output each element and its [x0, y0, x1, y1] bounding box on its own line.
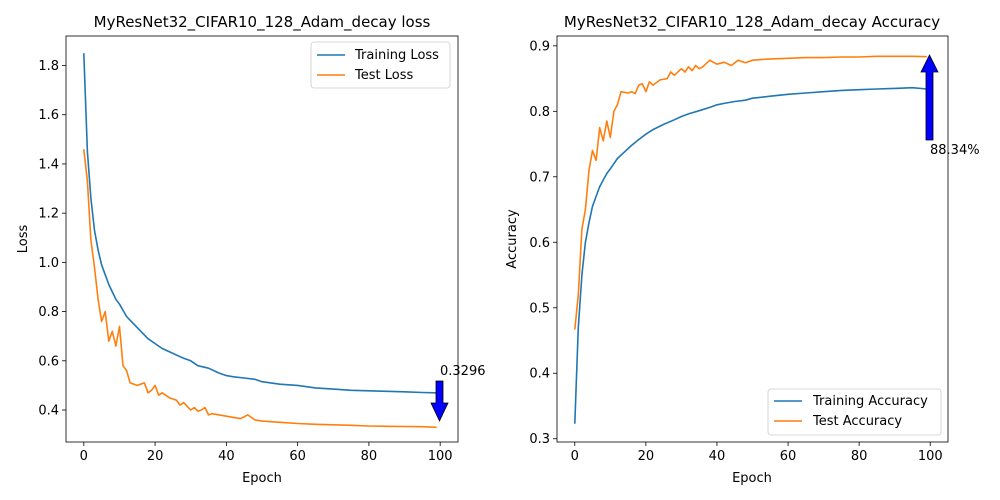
accuracy-series-lines — [574, 55, 927, 424]
accuracy-y-ticks: 0.3 0.4 0.5 0.6 0.7 0.8 0.9 — [529, 39, 557, 447]
loss-y-ticks: 0.4 0.6 0.8 1.0 1.2 1.4 1.6 1.8 — [38, 59, 66, 419]
loss-plot-title: MyResNet32_CIFAR10_128_Adam_decay loss — [94, 13, 431, 32]
accuracy-legend: Training Accuracy Test Accuracy — [767, 388, 942, 436]
loss-legend-label-test: Test Loss — [354, 68, 413, 83]
loss-x-ticks: 0 20 40 60 80 100 — [80, 442, 453, 464]
accuracy-y-tick-label: 0.9 — [529, 39, 550, 54]
loss-y-tick-label: 1.6 — [38, 108, 59, 123]
loss-y-tick-label: 0.4 — [38, 404, 59, 419]
loss-x-axis-label: Epoch — [242, 471, 282, 486]
accuracy-series-training-line — [574, 86, 927, 424]
loss-y-tick-label: 1.2 — [38, 207, 59, 222]
accuracy-y-tick-label: 0.5 — [529, 301, 550, 316]
accuracy-annotation-arrow — [920, 54, 939, 141]
accuracy-y-axis-label: Accuracy — [505, 209, 520, 269]
loss-x-tick-label: 40 — [218, 449, 235, 464]
accuracy-legend-label-training: Training Accuracy — [812, 394, 928, 409]
loss-y-tick-label: 0.8 — [38, 305, 59, 320]
loss-plot-frame — [65, 35, 459, 443]
loss-y-tick-label: 0.6 — [38, 354, 59, 369]
loss-series-training-line — [83, 53, 437, 394]
accuracy-x-tick-label: 0 — [571, 449, 579, 464]
loss-annotation-text: 0.3296 — [440, 364, 486, 379]
accuracy-annotation-text: 88.34% — [930, 143, 980, 158]
loss-annotation-arrow — [430, 380, 449, 422]
accuracy-x-tick-label: 80 — [851, 449, 868, 464]
accuracy-x-tick-label: 20 — [638, 449, 655, 464]
accuracy-y-tick-label: 0.7 — [529, 170, 550, 185]
accuracy-plot-frame — [556, 35, 949, 443]
loss-x-tick-label: 0 — [80, 449, 88, 464]
loss-x-tick-label: 100 — [428, 449, 453, 464]
accuracy-x-tick-label: 100 — [918, 449, 943, 464]
accuracy-x-tick-label: 60 — [780, 449, 797, 464]
accuracy-x-ticks: 0 20 40 60 80 100 — [571, 442, 943, 464]
accuracy-plot: MyResNet32_CIFAR10_128_Adam_decay Accura… — [505, 13, 980, 486]
loss-x-tick-label: 20 — [147, 449, 164, 464]
loss-y-tick-label: 1.4 — [38, 157, 59, 172]
loss-y-tick-label: 1.0 — [38, 256, 59, 271]
accuracy-y-tick-label: 0.4 — [529, 367, 550, 382]
accuracy-x-tick-label: 40 — [709, 449, 726, 464]
accuracy-plot-title: MyResNet32_CIFAR10_128_Adam_decay Accura… — [564, 13, 940, 32]
loss-legend-label-training: Training Loss — [354, 48, 439, 63]
accuracy-legend-label-test: Test Accuracy — [812, 414, 902, 429]
loss-legend: Training Loss Test Loss — [310, 41, 451, 89]
loss-y-tick-label: 1.8 — [38, 59, 59, 74]
loss-series-lines — [83, 53, 437, 429]
loss-x-tick-label: 80 — [361, 449, 378, 464]
loss-x-tick-label: 60 — [289, 449, 306, 464]
loss-legend-box — [310, 41, 451, 89]
accuracy-legend-box — [767, 388, 942, 436]
accuracy-series-test-line — [574, 55, 927, 330]
loss-y-axis-label: Loss — [16, 225, 31, 254]
accuracy-x-axis-label: Epoch — [732, 471, 772, 486]
accuracy-y-tick-label: 0.3 — [529, 432, 550, 447]
accuracy-y-tick-label: 0.6 — [529, 236, 550, 251]
loss-plot: MyResNet32_CIFAR10_128_Adam_decay loss 0… — [16, 13, 486, 486]
accuracy-y-tick-label: 0.8 — [529, 105, 550, 120]
loss-series-test-line — [83, 149, 437, 429]
